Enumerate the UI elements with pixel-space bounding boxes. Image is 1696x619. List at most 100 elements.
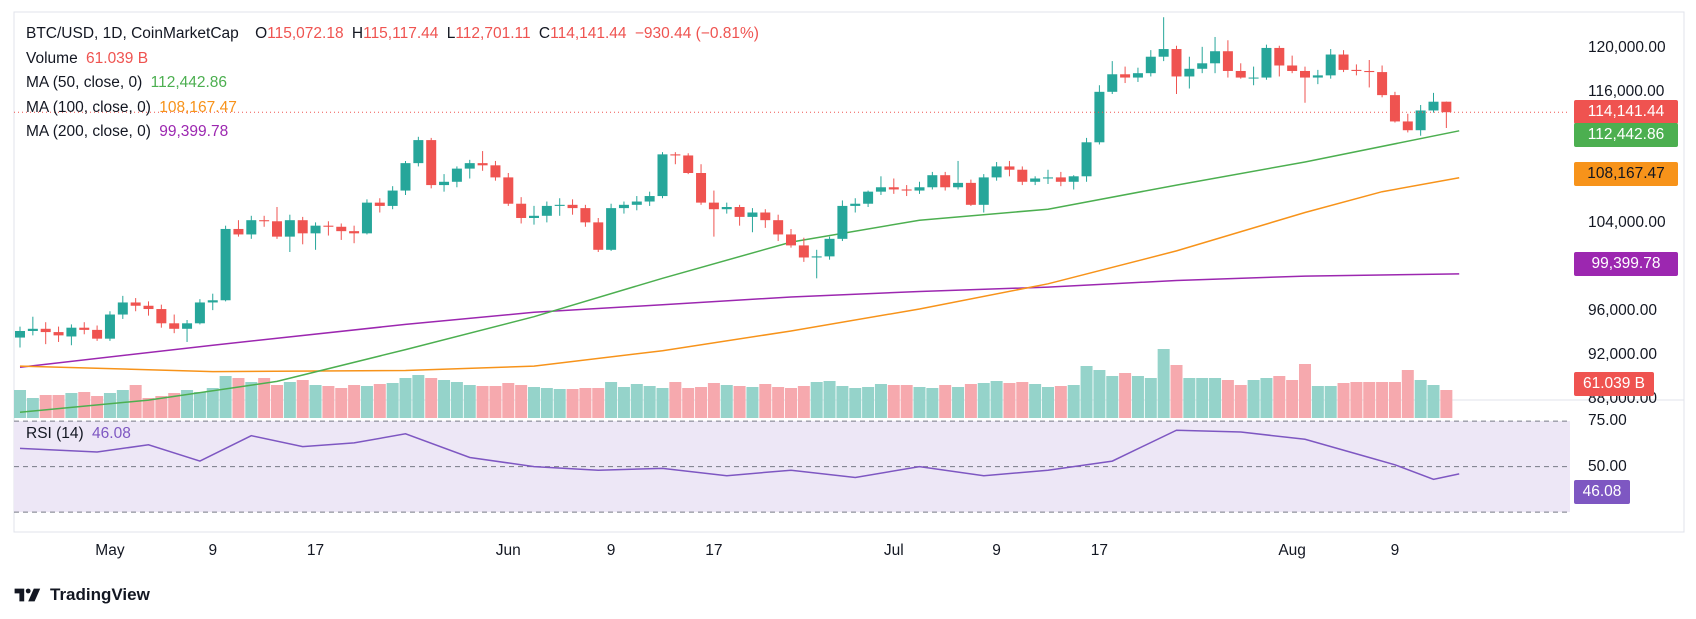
volume-bar bbox=[1324, 386, 1337, 418]
volume-bar bbox=[245, 382, 258, 418]
ma50-legend[interactable]: MA (50, close, 0) 112,442.86 bbox=[26, 71, 763, 96]
volume-value: 61.039 B bbox=[86, 49, 149, 67]
volume-bar bbox=[52, 395, 65, 418]
candle-body bbox=[1068, 176, 1079, 182]
volume-bar bbox=[450, 382, 463, 418]
low-value: 112,701.11 bbox=[455, 25, 531, 42]
volume-bar bbox=[258, 378, 271, 418]
rsi-legend[interactable]: RSI (14) 46.08 bbox=[26, 425, 135, 443]
volume-bar bbox=[926, 388, 939, 418]
candle-body bbox=[130, 302, 141, 306]
ma200-label: MA (200, close, 0) bbox=[26, 123, 151, 140]
candle-body bbox=[1120, 74, 1131, 78]
candle-body bbox=[1081, 142, 1092, 177]
candle-body bbox=[259, 220, 270, 222]
candle-body bbox=[323, 225, 334, 227]
volume-bar bbox=[1170, 365, 1183, 418]
ma200-legend[interactable]: MA (200, close, 0) 99,399.78 bbox=[26, 120, 763, 145]
candle-body bbox=[387, 190, 398, 206]
candle-body bbox=[786, 234, 796, 246]
volume-bar bbox=[746, 387, 759, 418]
volume-bar bbox=[1080, 366, 1093, 418]
volume-bar bbox=[720, 385, 733, 418]
ma200-line bbox=[19, 273, 1460, 368]
candle-body bbox=[554, 204, 565, 206]
candle-body bbox=[773, 220, 784, 235]
time-tick-label: 17 bbox=[1090, 542, 1109, 559]
tradingview-logo[interactable]: TradingView bbox=[14, 585, 150, 605]
candle-body bbox=[143, 305, 154, 310]
candle-body bbox=[1351, 69, 1362, 71]
volume-bar bbox=[438, 380, 451, 418]
candle-body bbox=[66, 327, 77, 337]
price-tick-label: 116,000.00 bbox=[1588, 82, 1665, 100]
candle-body bbox=[965, 182, 976, 205]
volume-bar bbox=[1093, 370, 1106, 418]
volume-bar bbox=[823, 381, 836, 418]
volume-legend[interactable]: Volume 61.039 B bbox=[26, 47, 763, 72]
candle-body bbox=[580, 208, 591, 223]
candle-body bbox=[747, 212, 758, 217]
candle-body bbox=[1300, 70, 1310, 78]
candle-body bbox=[336, 226, 347, 232]
volume-bar bbox=[528, 387, 540, 418]
symbol-label: BTC/USD, 1D, CoinMarketCap bbox=[26, 25, 239, 42]
volume-bar bbox=[271, 385, 283, 418]
tradingview-logo-icon bbox=[14, 588, 41, 602]
candle-body bbox=[169, 323, 180, 329]
volume-bar bbox=[412, 375, 425, 418]
rsi-value: 46.08 bbox=[92, 425, 131, 442]
candle-body bbox=[1197, 63, 1208, 69]
candle-body bbox=[516, 203, 527, 218]
candle-body bbox=[233, 228, 244, 235]
candle-body bbox=[875, 187, 886, 192]
candle-body bbox=[670, 154, 681, 156]
volume-bar bbox=[14, 390, 26, 418]
volume-bar bbox=[874, 384, 887, 418]
close-value: 114,141.44 bbox=[550, 25, 627, 42]
volume-bar bbox=[656, 388, 669, 418]
volume-bar bbox=[1401, 370, 1414, 418]
volume-bar bbox=[116, 390, 129, 418]
candle-body bbox=[361, 202, 372, 234]
volume-bar bbox=[1311, 386, 1324, 418]
candle-body bbox=[53, 332, 64, 336]
candle-body bbox=[1274, 47, 1285, 66]
candle-body bbox=[1248, 77, 1259, 79]
candle-body bbox=[207, 300, 218, 303]
volume-bar bbox=[155, 396, 168, 418]
volume-bar bbox=[1003, 383, 1016, 418]
open-label: O bbox=[255, 25, 268, 42]
candle-body bbox=[927, 175, 938, 188]
volume-bar bbox=[759, 384, 772, 418]
volume-bar bbox=[515, 385, 528, 418]
candle-body bbox=[631, 201, 642, 205]
volume-bar bbox=[695, 387, 708, 418]
price-tick-label: 104,000.00 bbox=[1588, 214, 1666, 232]
candle-body bbox=[696, 173, 707, 203]
candle-body bbox=[837, 205, 848, 239]
candle-body bbox=[618, 204, 629, 209]
candle-body bbox=[1441, 101, 1452, 113]
candle-body bbox=[374, 202, 385, 206]
volume-bar bbox=[489, 386, 502, 418]
candle-body bbox=[297, 220, 308, 234]
open-value: 115,072.18 bbox=[267, 25, 344, 42]
candle-body bbox=[1043, 177, 1053, 179]
ma100-price-tag: 108,167.47 bbox=[1574, 162, 1678, 186]
candle-body bbox=[1055, 177, 1066, 182]
volume-bar bbox=[1042, 387, 1054, 418]
price-tick-label: 120,000.00 bbox=[1588, 38, 1666, 56]
volume-bar bbox=[540, 388, 553, 418]
last-price-tag: 114,141.44 bbox=[1574, 100, 1678, 124]
ma100-legend[interactable]: MA (100, close, 0) 108,167.47 bbox=[26, 96, 763, 121]
volume-bar bbox=[1016, 382, 1029, 418]
volume-bar bbox=[181, 390, 194, 418]
volume-bar bbox=[939, 385, 952, 418]
candle-body bbox=[413, 140, 424, 164]
volume-bar bbox=[1209, 378, 1222, 418]
time-tick-label: 9 bbox=[208, 542, 218, 559]
candle-body bbox=[593, 222, 604, 250]
candle-body bbox=[117, 302, 128, 315]
